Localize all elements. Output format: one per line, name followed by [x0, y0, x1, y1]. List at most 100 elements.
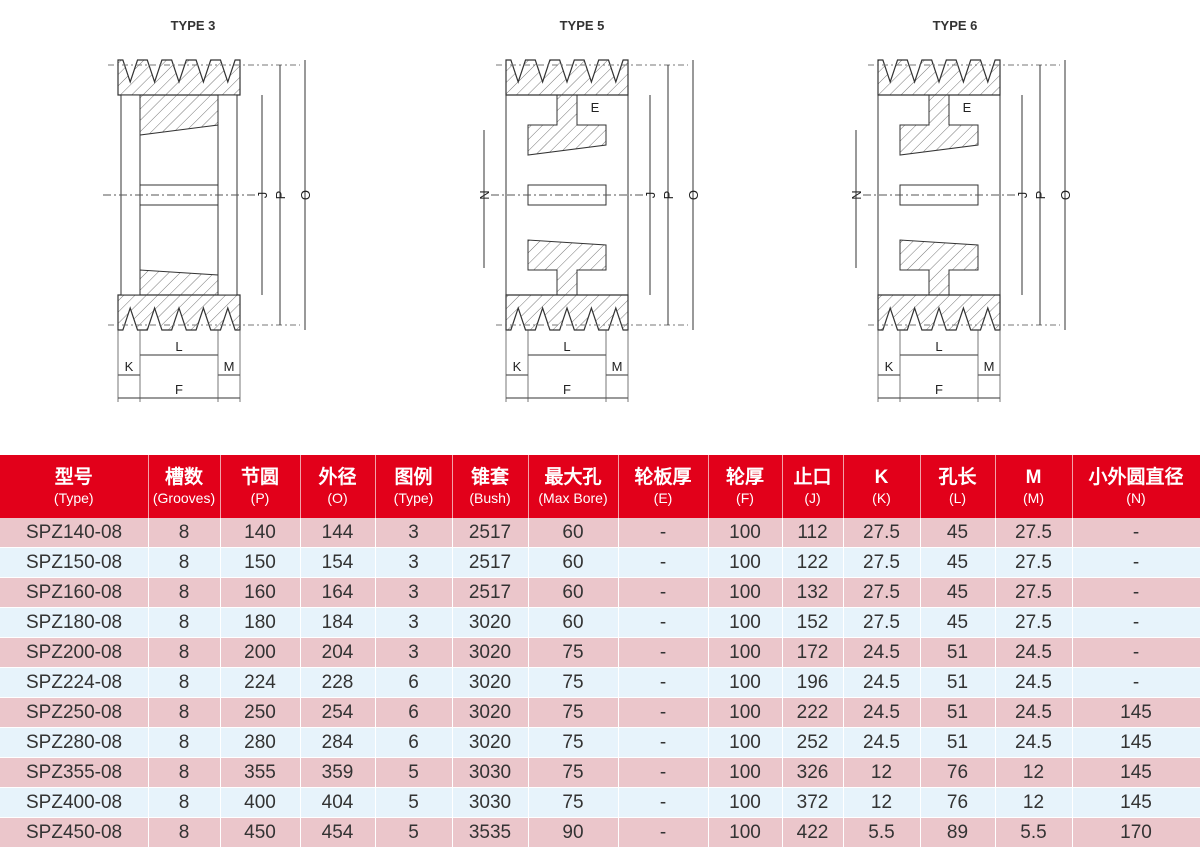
table-row: SPZ150-08 8 150 154 3 2517 60-100 122 27.5 45 27.5…	[0, 547, 1200, 578]
table-cell: 100	[708, 518, 783, 548]
table-cell: 45	[920, 547, 996, 578]
dimension-label-l: L	[563, 339, 570, 354]
table-cell: 8	[148, 817, 221, 848]
table-cell: 24.5	[843, 637, 921, 668]
table-cell: 160	[220, 577, 301, 608]
table-cell: 60	[528, 577, 619, 608]
table-cell: -	[618, 577, 709, 608]
hub-web-top	[899, 94, 979, 156]
table-cell: -	[618, 697, 709, 728]
column-header-cn: 最大孔	[544, 466, 602, 488]
table-cell: 27.5	[995, 518, 1073, 548]
column-header: M (M)	[995, 455, 1073, 518]
dimension-label-e: E	[591, 100, 600, 115]
table-cell: 76	[920, 757, 996, 788]
dimension-label-k: K	[513, 359, 522, 374]
dimension-label-k: K	[885, 359, 894, 374]
pulley-outline	[877, 94, 1001, 296]
dimension-label-j: J	[643, 192, 658, 199]
table-cell: 132	[782, 577, 844, 608]
column-header: 型号 (Type)	[0, 455, 149, 518]
table-cell: 75	[528, 727, 619, 758]
table-cell: 51	[920, 637, 996, 668]
table-cell: 27.5	[995, 607, 1073, 638]
table-cell: SPZ150-08	[0, 547, 149, 578]
table-cell: 24.5	[843, 667, 921, 698]
dimension-label-f: F	[935, 382, 943, 397]
table-cell: 145	[1072, 697, 1200, 728]
table-cell: 60	[528, 607, 619, 638]
table-cell: 6	[375, 727, 453, 758]
table-row: SPZ200-08 8 200 204 3 3020 75-100 172 24.5 51 24.5…	[0, 637, 1200, 668]
table-cell: 6	[375, 697, 453, 728]
dimension-label-e: E	[963, 100, 972, 115]
column-header-en: (J)	[804, 489, 821, 506]
table-cell: SPZ200-08	[0, 637, 149, 668]
table-cell: 228	[300, 667, 376, 698]
column-header-cn: 小外圆直径	[1088, 466, 1184, 488]
hub-web-bottom	[899, 239, 979, 296]
table-cell: 27.5	[843, 518, 921, 548]
table-cell: SPZ160-08	[0, 577, 149, 608]
column-header-en: (P)	[250, 489, 270, 506]
diagram-title: TYPE 6	[933, 18, 978, 33]
table-cell: -	[618, 757, 709, 788]
grooved-rim-bottom	[877, 294, 1001, 331]
table-row: SPZ160-08 8 160 164 3 2517 60-100 132 27.5 45 27.5…	[0, 577, 1200, 608]
table-cell: 100	[708, 817, 783, 848]
table-cell: 3	[375, 518, 453, 548]
table-cell: 3030	[452, 787, 529, 818]
table-cell: -	[618, 607, 709, 638]
column-header-cn: 锥套	[470, 466, 509, 488]
table-cell: 24.5	[995, 667, 1073, 698]
table-cell: 254	[300, 697, 376, 728]
table-cell: SPZ280-08	[0, 727, 149, 758]
table-cell: SPZ450-08	[0, 817, 149, 848]
table-cell: 90	[528, 817, 619, 848]
table-cell: 100	[708, 697, 783, 728]
table-cell: 100	[708, 787, 783, 818]
table-cell: 8	[148, 727, 221, 758]
table-row: SPZ250-08 8 250 254 6 3020 75-100 222 24.5 51 24.5…	[0, 697, 1200, 728]
table-cell: 24.5	[995, 637, 1073, 668]
table-cell: 100	[708, 727, 783, 758]
table-cell: 184	[300, 607, 376, 638]
dimension-label-n: N	[477, 190, 492, 199]
table-cell: 45	[920, 607, 996, 638]
table-cell: 75	[528, 637, 619, 668]
column-header-cn: 图例	[394, 466, 433, 488]
table-cell: 2517	[452, 577, 529, 608]
table-cell: -	[1072, 637, 1200, 668]
column-header-en: (O)	[327, 489, 348, 506]
column-header-cn: 轮板厚	[634, 466, 692, 488]
table-cell: 5.5	[843, 817, 921, 848]
column-header: 小外圆直径 (N)	[1072, 455, 1200, 518]
grooved-rim-top	[877, 59, 1001, 96]
table-cell: 100	[708, 577, 783, 608]
table-cell: SPZ400-08	[0, 787, 149, 818]
table-cell: 27.5	[843, 547, 921, 578]
dimension-label-l: L	[175, 339, 182, 354]
table-cell: 6	[375, 667, 453, 698]
table-cell: 450	[220, 817, 301, 848]
table-cell: 250	[220, 697, 301, 728]
dimension-label-m: M	[612, 359, 623, 374]
pulley-outline	[505, 94, 629, 296]
table-cell: 75	[528, 787, 619, 818]
table-cell: 12	[995, 787, 1073, 818]
dimension-label-o: O	[298, 190, 313, 200]
table-cell: 112	[782, 518, 844, 548]
table-cell: 196	[782, 667, 844, 698]
column-header: K (K)	[843, 455, 921, 518]
table-cell: 3020	[452, 607, 529, 638]
hub-web-top	[527, 94, 607, 156]
table-cell: 154	[300, 547, 376, 578]
table-cell: 3	[375, 547, 453, 578]
table-cell: 355	[220, 757, 301, 788]
table-cell: 140	[220, 518, 301, 548]
table-cell: 8	[148, 667, 221, 698]
hub-bottom	[139, 269, 219, 296]
table-cell: 8	[148, 547, 221, 578]
table-cell: 75	[528, 667, 619, 698]
column-header-cn: M	[1025, 466, 1042, 488]
